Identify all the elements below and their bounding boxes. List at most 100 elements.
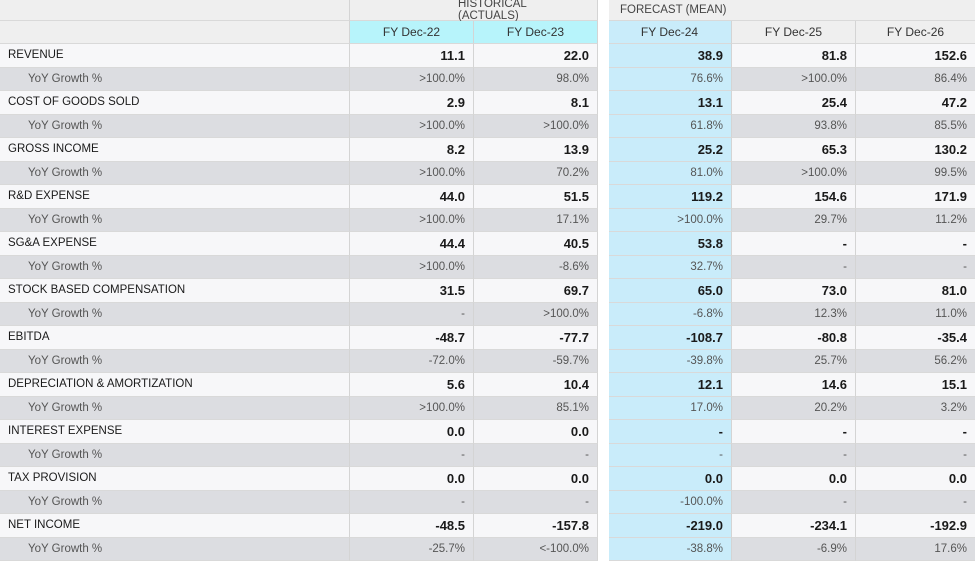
value-cell: -35.4 <box>856 326 975 350</box>
row-label: EBITDA <box>0 326 350 350</box>
growth-cell: 25.7% <box>732 349 856 373</box>
growth-cell: >100.0% <box>732 67 856 91</box>
col-header-fy-dec-22[interactable]: FY Dec-22 <box>350 21 474 44</box>
value-cell: 81.8 <box>732 44 856 68</box>
growth-cell: -25.7% <box>350 537 474 561</box>
growth-cell: -6.8% <box>608 302 732 326</box>
growth-label: YoY Growth % <box>0 537 350 561</box>
column-group-header-row: HISTORICAL (ACTUALS) FORECAST (MEAN) <box>0 0 975 22</box>
value-cell: 0.0 <box>608 467 732 491</box>
growth-cell: - <box>856 255 975 279</box>
row-label: STOCK BASED COMPENSATION <box>0 279 350 303</box>
value-cell: 154.6 <box>732 185 856 209</box>
growth-row: YoY Growth % - - - - - <box>0 443 975 467</box>
growth-cell: - <box>856 490 975 514</box>
row-label: R&D EXPENSE <box>0 185 350 209</box>
growth-row: YoY Growth % >100.0% 85.1% 17.0% 20.2% 3.2% <box>0 396 975 420</box>
growth-cell: 3.2% <box>856 396 975 420</box>
col-header-fy-dec-25[interactable]: FY Dec-25 <box>732 21 856 44</box>
table-row: NET INCOME -48.5 -157.8 -219.0 -234.1 -192.9 <box>0 514 975 538</box>
value-cell: 69.7 <box>474 279 598 303</box>
column-header-row: FY Dec-22 FY Dec-23 FY Dec-24 FY Dec-25 … <box>0 21 975 44</box>
value-cell: 11.1 <box>350 44 474 68</box>
value-cell: -234.1 <box>732 514 856 538</box>
table-row: TAX PROVISION 0.0 0.0 0.0 0.0 0.0 <box>0 467 975 491</box>
value-cell: 13.9 <box>474 138 598 162</box>
row-label: COST OF GOODS SOLD <box>0 91 350 115</box>
value-cell: - <box>608 420 732 444</box>
value-cell: 0.0 <box>350 420 474 444</box>
growth-cell: - <box>350 302 474 326</box>
growth-label: YoY Growth % <box>0 67 350 91</box>
col-header-fy-dec-23[interactable]: FY Dec-23 <box>474 21 598 44</box>
group-forecast: FORECAST (MEAN) <box>608 0 975 21</box>
table-row: GROSS INCOME 8.2 13.9 25.2 65.3 130.2 <box>0 138 975 162</box>
value-cell: 47.2 <box>856 91 975 115</box>
row-label: DEPRECIATION & AMORTIZATION <box>0 373 350 397</box>
value-cell: 0.0 <box>856 467 975 491</box>
value-cell: 0.0 <box>350 467 474 491</box>
value-cell: 130.2 <box>856 138 975 162</box>
value-cell: -192.9 <box>856 514 975 538</box>
table-row: EBITDA -48.7 -77.7 -108.7 -80.8 -35.4 <box>0 326 975 350</box>
growth-cell: 11.0% <box>856 302 975 326</box>
value-cell: 8.2 <box>350 138 474 162</box>
growth-cell: 86.4% <box>856 67 975 91</box>
table-row: STOCK BASED COMPENSATION 31.5 69.7 65.0 73.0… <box>0 279 975 303</box>
value-cell: -108.7 <box>608 326 732 350</box>
value-cell: 15.1 <box>856 373 975 397</box>
growth-cell: -59.7% <box>474 349 598 373</box>
value-cell: 40.5 <box>474 232 598 256</box>
growth-cell: -38.8% <box>608 537 732 561</box>
growth-cell: -6.9% <box>732 537 856 561</box>
growth-cell: >100.0% <box>608 208 732 232</box>
table-row: INTEREST EXPENSE 0.0 0.0- - - <box>0 420 975 444</box>
value-cell: 0.0 <box>474 420 598 444</box>
value-cell: -80.8 <box>732 326 856 350</box>
growth-cell: 32.7% <box>608 255 732 279</box>
growth-row: YoY Growth % - - -100.0% - - <box>0 490 975 514</box>
growth-row: YoY Growth % >100.0% >100.0% 61.8% 93.8% 85.5… <box>0 114 975 138</box>
value-cell: 51.5 <box>474 185 598 209</box>
group-header-spacer <box>0 0 350 21</box>
value-cell: 44.0 <box>350 185 474 209</box>
growth-cell: 76.6% <box>608 67 732 91</box>
growth-cell: >100.0% <box>350 114 474 138</box>
value-cell: 31.5 <box>350 279 474 303</box>
col-header-fy-dec-24[interactable]: FY Dec-24 <box>608 21 732 44</box>
growth-label: YoY Growth % <box>0 208 350 232</box>
value-cell: -48.5 <box>350 514 474 538</box>
growth-cell: >100.0% <box>474 302 598 326</box>
value-cell: 171.9 <box>856 185 975 209</box>
growth-cell: 85.5% <box>856 114 975 138</box>
table-row: COST OF GOODS SOLD 2.9 8.1 13.1 25.4 47.2 <box>0 91 975 115</box>
growth-label: YoY Growth % <box>0 349 350 373</box>
value-cell: -157.8 <box>474 514 598 538</box>
growth-cell: 29.7% <box>732 208 856 232</box>
growth-cell: >100.0% <box>732 161 856 185</box>
growth-cell: 61.8% <box>608 114 732 138</box>
value-cell: 2.9 <box>350 91 474 115</box>
growth-cell: 20.2% <box>732 396 856 420</box>
table-body: REVENUE 11.1 22.0 38.9 81.8 152.6 YoY Growth %… <box>0 44 975 561</box>
col-header-fy-dec-26[interactable]: FY Dec-26 <box>856 21 975 44</box>
growth-cell: 12.3% <box>732 302 856 326</box>
growth-cell: - <box>732 255 856 279</box>
growth-cell: 98.0% <box>474 67 598 91</box>
growth-cell: - <box>608 443 732 467</box>
label-column-header <box>0 21 350 44</box>
value-cell: 119.2 <box>608 185 732 209</box>
row-label: NET INCOME <box>0 514 350 538</box>
column-group-separator <box>599 0 609 562</box>
growth-cell: - <box>474 490 598 514</box>
growth-cell: 17.6% <box>856 537 975 561</box>
growth-label: YoY Growth % <box>0 490 350 514</box>
value-cell: 81.0 <box>856 279 975 303</box>
growth-cell: >100.0% <box>350 161 474 185</box>
table-row: DEPRECIATION & AMORTIZATION 5.6 10.4 12.1 14… <box>0 373 975 397</box>
value-cell: 25.4 <box>732 91 856 115</box>
value-cell: 10.4 <box>474 373 598 397</box>
growth-cell: 56.2% <box>856 349 975 373</box>
table-row: R&D EXPENSE 44.0 51.5 119.2 154.6 171.9 <box>0 185 975 209</box>
